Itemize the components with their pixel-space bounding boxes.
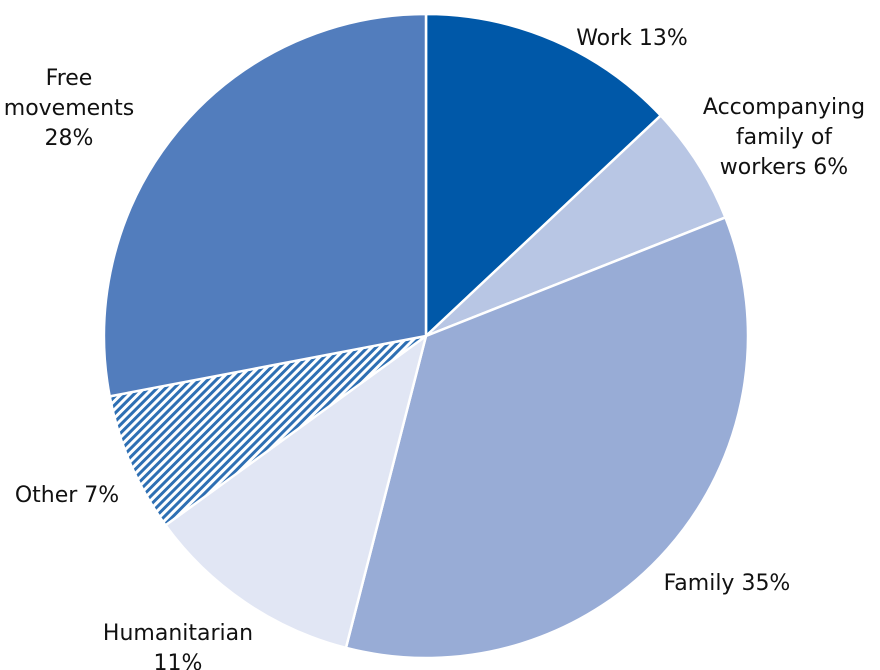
- slice-label-line: Humanitarian: [103, 621, 253, 646]
- slice-label-accompanying-family-of-workers: Accompanying family of workers 6%: [703, 95, 865, 180]
- pie-slice-other: [108, 334, 428, 527]
- pie-slices: [102, 12, 750, 660]
- slice-label-line: workers 6%: [720, 155, 848, 180]
- slice-label-family: Family 35%: [664, 571, 791, 596]
- pie-slice-work: [424, 12, 662, 338]
- slice-label-line: Other 7%: [15, 483, 119, 508]
- slice-label-line: Accompanying: [703, 95, 865, 120]
- pie-slice-family: [344, 216, 750, 660]
- slice-label-line: movements: [4, 96, 134, 121]
- slice-label-line: Family 35%: [664, 571, 791, 596]
- pie-slice-free-movements: [102, 12, 428, 398]
- slice-label-line: Free: [46, 66, 93, 91]
- slice-label-free-movements: Free movements 28%: [4, 66, 134, 151]
- slice-labels: Work 13% Accompanying family of workers 6% F…: [4, 26, 865, 670]
- slice-label-other: Other 7%: [15, 483, 119, 508]
- slice-label-line: 28%: [45, 126, 94, 151]
- pie-slice-accompanying-family-of-workers: [424, 114, 727, 338]
- slice-label-line: 11%: [154, 651, 203, 670]
- slice-label-work: Work 13%: [576, 26, 688, 51]
- slice-label-line: family of: [736, 125, 833, 150]
- pie-slice-humanitarian: [164, 334, 428, 650]
- slice-label-line: Work 13%: [576, 26, 688, 51]
- slice-label-humanitarian: Humanitarian 11%: [103, 621, 253, 670]
